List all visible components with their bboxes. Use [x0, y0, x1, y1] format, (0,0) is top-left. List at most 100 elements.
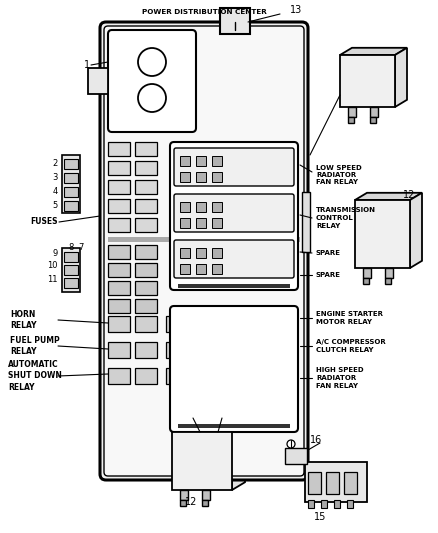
Bar	[305, 462, 367, 502]
Bar	[196, 202, 206, 212]
Text: AUTOMATIC
SHUT DOWN
RELAY: AUTOMATIC SHUT DOWN RELAY	[8, 360, 62, 392]
Bar	[166, 368, 188, 384]
Bar	[370, 107, 378, 117]
Bar	[212, 264, 222, 274]
Bar	[62, 155, 80, 213]
Bar	[196, 248, 206, 258]
Bar	[108, 245, 130, 259]
Text: 3: 3	[53, 174, 58, 182]
Bar	[135, 299, 157, 313]
FancyBboxPatch shape	[108, 30, 196, 132]
Bar	[64, 173, 78, 183]
Bar	[180, 500, 186, 506]
Bar	[108, 199, 130, 213]
Text: A/C COMPRESSOR
CLUTCH RELAY: A/C COMPRESSOR CLUTCH RELAY	[316, 339, 386, 353]
Bar	[108, 342, 130, 358]
Bar	[196, 156, 206, 166]
Text: HORN
RELAY: HORN RELAY	[10, 310, 36, 330]
Bar	[193, 316, 215, 332]
Text: 13: 13	[290, 5, 302, 15]
Bar	[64, 159, 78, 169]
Bar	[180, 156, 190, 166]
Text: FUEL PUMP
RELAY: FUEL PUMP RELAY	[10, 336, 60, 356]
Text: ENGINE STARTER
MOTOR RELAY: ENGINE STARTER MOTOR RELAY	[316, 311, 383, 325]
Bar	[302, 192, 310, 252]
Bar	[64, 278, 78, 288]
Bar	[135, 180, 157, 194]
Text: TRANSMISSION
CONTROL
RELAY: TRANSMISSION CONTROL RELAY	[316, 207, 376, 229]
Text: 2: 2	[53, 159, 58, 168]
Bar	[108, 299, 130, 313]
Bar	[321, 500, 327, 508]
Bar	[108, 316, 130, 332]
Bar	[108, 368, 130, 384]
FancyBboxPatch shape	[170, 306, 298, 432]
Text: 4: 4	[53, 188, 58, 197]
FancyBboxPatch shape	[100, 22, 308, 480]
Text: 12: 12	[403, 190, 415, 200]
Bar	[344, 472, 357, 494]
Bar	[108, 281, 130, 295]
Text: 11: 11	[47, 274, 58, 284]
Bar	[202, 490, 210, 500]
Bar	[340, 55, 395, 107]
Bar	[172, 432, 232, 490]
Text: POWER DISTRIBUTION CENTER: POWER DISTRIBUTION CENTER	[141, 9, 266, 15]
Bar	[363, 268, 371, 278]
Text: 15: 15	[314, 512, 326, 522]
Text: FUSES: FUSES	[31, 217, 58, 227]
Bar	[108, 263, 130, 277]
Bar	[135, 245, 157, 259]
Bar	[135, 316, 157, 332]
Bar	[64, 252, 78, 262]
Bar	[135, 281, 157, 295]
Bar	[64, 201, 78, 211]
Bar	[180, 172, 190, 182]
Bar	[212, 218, 222, 228]
Bar	[108, 180, 130, 194]
Bar	[135, 263, 157, 277]
Bar	[166, 316, 188, 332]
FancyBboxPatch shape	[170, 142, 298, 290]
Text: SPARE: SPARE	[316, 250, 341, 256]
Bar	[347, 500, 353, 508]
Bar	[285, 448, 307, 464]
Polygon shape	[410, 193, 422, 268]
Bar	[178, 284, 290, 288]
Bar	[196, 218, 206, 228]
Bar	[202, 500, 208, 506]
FancyBboxPatch shape	[174, 240, 294, 278]
Bar	[64, 187, 78, 197]
Text: 9: 9	[53, 248, 58, 257]
Bar	[193, 368, 215, 384]
Circle shape	[138, 48, 166, 76]
Circle shape	[138, 84, 166, 112]
Text: SPARE: SPARE	[316, 272, 341, 278]
Bar	[308, 500, 314, 508]
Bar	[196, 264, 206, 274]
Bar	[308, 472, 321, 494]
Bar	[88, 68, 108, 94]
Bar	[385, 268, 393, 278]
Bar	[180, 248, 190, 258]
Bar	[108, 142, 130, 156]
Bar	[348, 117, 354, 123]
Bar	[385, 278, 391, 284]
Bar	[108, 237, 300, 242]
Bar	[220, 8, 250, 34]
Bar	[196, 172, 206, 182]
Polygon shape	[395, 48, 407, 107]
FancyBboxPatch shape	[174, 148, 294, 186]
Bar	[64, 265, 78, 275]
Bar	[355, 200, 410, 268]
Polygon shape	[232, 424, 245, 490]
Bar	[212, 202, 222, 212]
Bar	[334, 500, 340, 508]
Bar	[135, 142, 157, 156]
Bar	[166, 342, 188, 358]
Bar	[193, 342, 215, 358]
Text: 16: 16	[310, 435, 322, 445]
FancyBboxPatch shape	[104, 26, 304, 476]
Text: 5: 5	[53, 201, 58, 211]
Polygon shape	[355, 193, 422, 200]
